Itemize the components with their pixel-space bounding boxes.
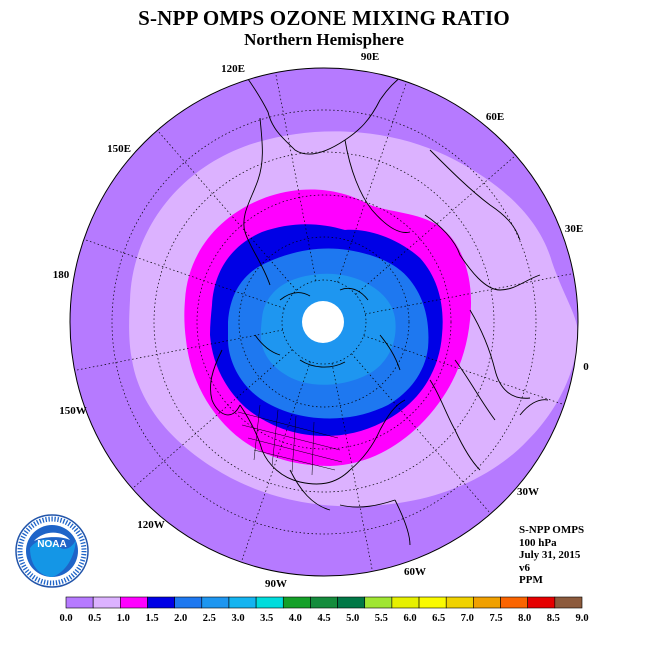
colorbar-segment	[527, 596, 556, 609]
colorbar-tick-label: 2.5	[203, 613, 216, 624]
meridian-line	[331, 363, 373, 572]
colorbar-segment	[500, 596, 528, 609]
meridian-line	[355, 155, 516, 295]
colorbar-segment	[282, 596, 311, 609]
meridian-line	[157, 130, 297, 291]
meridians	[74, 72, 574, 572]
meridian-line	[275, 72, 317, 281]
colorbar-tick-label: 4.5	[317, 613, 330, 624]
colorbar-tick-label: 3.0	[231, 613, 244, 624]
map-subtitle: Northern Hemisphere	[244, 30, 404, 49]
colorbar-segment	[310, 596, 338, 609]
lon-label-0: 0	[583, 361, 589, 373]
lon-label-120e: 120E	[221, 63, 245, 75]
lon-label-30w: 30W	[517, 486, 539, 498]
colorbar-tick-label: 7.0	[461, 613, 474, 624]
map-title: S-NPP OMPS OZONE MIXING RATIO	[138, 6, 510, 30]
colorbar-tick-label: 6.5	[432, 613, 445, 624]
colorbar-segment	[554, 596, 583, 609]
map-border	[69, 67, 579, 577]
info-date: July 31, 2015	[519, 549, 581, 562]
info-block: S-NPP OMPS 100 hPa July 31, 2015 v6 PPM	[519, 524, 584, 587]
colorbar-segment	[228, 596, 257, 609]
meridian-line	[365, 273, 574, 315]
colorbar-tick-label: 6.0	[403, 613, 416, 624]
meridian-line	[337, 81, 408, 283]
info-instrument: S-NPP OMPS	[519, 524, 585, 536]
meridian-line	[363, 335, 565, 406]
lon-label-180: 180	[53, 269, 70, 281]
colorbar-tick-label: 1.0	[117, 613, 130, 624]
meridian-line	[74, 329, 283, 371]
colorbar-segment	[147, 596, 175, 609]
colorbar-segment	[92, 596, 121, 609]
colorbar-segment	[201, 596, 230, 609]
colorbar-tick-label: 8.0	[518, 613, 531, 624]
colorbar-tick-label: 5.0	[346, 613, 359, 624]
meridian-line	[351, 353, 491, 514]
colorbar-tick-label: 0.5	[88, 613, 101, 624]
lon-label-150e: 150E	[107, 143, 131, 155]
no-data-cap	[302, 301, 344, 343]
colorbar-tick-label: 9.0	[575, 613, 588, 624]
meridian-line	[132, 349, 293, 489]
us-states	[237, 404, 343, 476]
meridian-line	[83, 238, 285, 309]
colorbar-segment	[255, 596, 284, 609]
colorbar-tick-label: 5.5	[375, 613, 388, 624]
colorbar-tick-label: 7.5	[489, 613, 502, 624]
lon-label-90w: 90W	[265, 578, 287, 590]
colorbar-segment	[391, 596, 420, 609]
lon-label-90e: 90E	[361, 51, 379, 63]
info-level: 100 hPa	[519, 536, 557, 549]
lon-label-120w: 120W	[137, 519, 165, 531]
lon-label-150w: 150W	[59, 405, 87, 417]
colorbar-segment	[418, 596, 447, 609]
lon-label-60e: 60E	[486, 111, 504, 123]
logo-text: NOAA	[37, 539, 66, 550]
colorbar-segment	[337, 596, 366, 609]
noaa-logo: NOAA	[15, 514, 89, 588]
lon-label-30e: 30E	[565, 223, 583, 235]
colorbar-segment	[174, 596, 203, 609]
colorbar: 0.0 0.5 1.0 1.5 2.0 2.5 3.0 3.5 4.0 4.5 5.0 5.5 6.0 6…	[59, 596, 589, 624]
info-version: v6	[519, 561, 530, 574]
colorbar-tick-label: 4.0	[289, 613, 302, 624]
colorbar-segment	[445, 596, 474, 609]
colorbar-tick-label: 0.0	[59, 613, 72, 624]
colorbar-segment	[65, 596, 94, 609]
colorbar-tick-label: 8.5	[547, 613, 560, 624]
meridian-line	[240, 361, 311, 563]
info-units: PPM	[519, 574, 543, 587]
colorbar-tick-label: 3.5	[260, 613, 273, 624]
colorbar-tick-label: 1.5	[145, 613, 158, 624]
ozone-field	[70, 68, 578, 576]
colorbar-tick-label: 2.0	[174, 613, 187, 624]
latitude-circles	[111, 109, 537, 535]
longitude-labels: 90E 60E 30E 0 30W 60W 90W 120W 150W 180 …	[53, 51, 590, 590]
colorbar-segment	[120, 596, 148, 609]
colorbar-segment	[473, 596, 501, 609]
colorbar-segment	[364, 596, 393, 609]
lon-label-60w: 60W	[404, 566, 426, 578]
